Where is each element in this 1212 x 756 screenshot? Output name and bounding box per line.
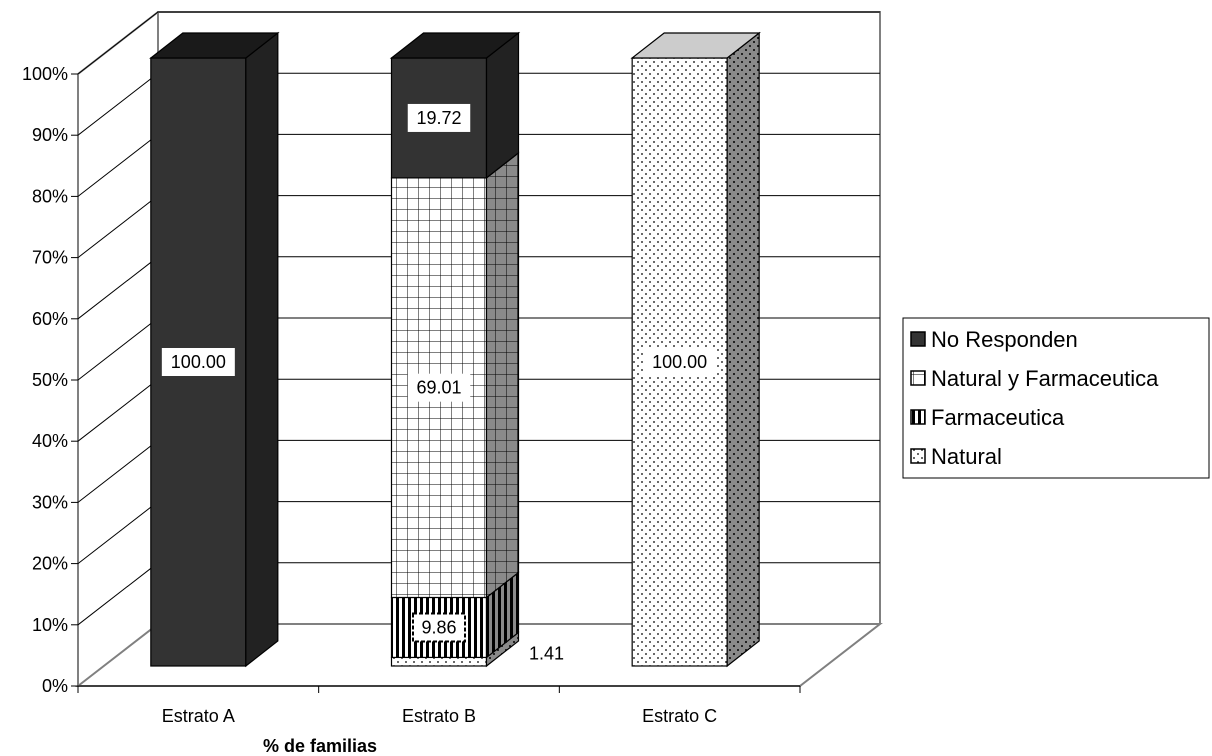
data-label: 100.00	[171, 352, 226, 372]
y-tick-label: 50%	[32, 370, 68, 390]
legend: No Responden Natural y Farmaceutica Farmac…	[902, 317, 1210, 479]
data-label: 100.00	[652, 352, 707, 372]
bar-top	[630, 32, 761, 59]
y-tick-label: 80%	[32, 186, 68, 206]
x-tick-label: Estrato A	[162, 706, 235, 726]
y-tick-label: 100%	[22, 64, 68, 84]
axes: 0% 10% 20% 30% 40% 50% 60% 70% 80% 90% 100% Estrato…	[22, 64, 801, 726]
legend-label: Natural	[931, 444, 1002, 469]
y-tick-label: 40%	[32, 431, 68, 451]
data-label-box	[520, 639, 573, 668]
data-label: 1.41	[529, 644, 564, 664]
legend-swatch	[910, 331, 926, 347]
y-tick-label: 90%	[32, 125, 68, 145]
gridline	[77, 11, 880, 75]
data-label-box	[643, 348, 717, 376]
y-tick-label: 30%	[32, 492, 68, 512]
x-axis-title: % de familias	[263, 736, 377, 756]
bar-top	[389, 32, 521, 59]
data-label: 69.01	[416, 378, 461, 398]
data-label-box	[407, 103, 471, 132]
legend-swatch	[910, 448, 926, 464]
data-label: 9.86	[421, 617, 456, 637]
data-label: 19.72	[416, 108, 461, 128]
data-labels: 100.00 1.41 9.86 69.01 19.72 100.00	[161, 103, 717, 668]
y-tick-label: 60%	[32, 309, 68, 329]
x-tick-label: Estrato B	[402, 706, 476, 726]
legend-label: Farmaceutica	[931, 405, 1065, 430]
y-tick-label: 0%	[42, 676, 68, 696]
data-label-box	[161, 348, 235, 376]
bar-segment	[390, 656, 488, 667]
y-tick-label: 10%	[32, 615, 68, 635]
data-label-box	[407, 373, 471, 402]
bar-top	[149, 32, 280, 59]
y-tick-label: 20%	[32, 554, 68, 574]
legend-label: Natural y Farmaceutica	[931, 366, 1159, 391]
data-label-box	[412, 612, 466, 643]
legend-swatch	[910, 370, 926, 386]
legend-swatch	[910, 409, 926, 425]
legend-box	[902, 317, 1210, 479]
legend-label: No Responden	[931, 327, 1078, 352]
bar-segment-side	[245, 31, 279, 668]
bar-segment-side	[726, 31, 760, 668]
bar-segment-side	[485, 151, 520, 599]
y-tick-label: 70%	[32, 248, 68, 268]
x-tick-label: Estrato C	[642, 706, 717, 726]
